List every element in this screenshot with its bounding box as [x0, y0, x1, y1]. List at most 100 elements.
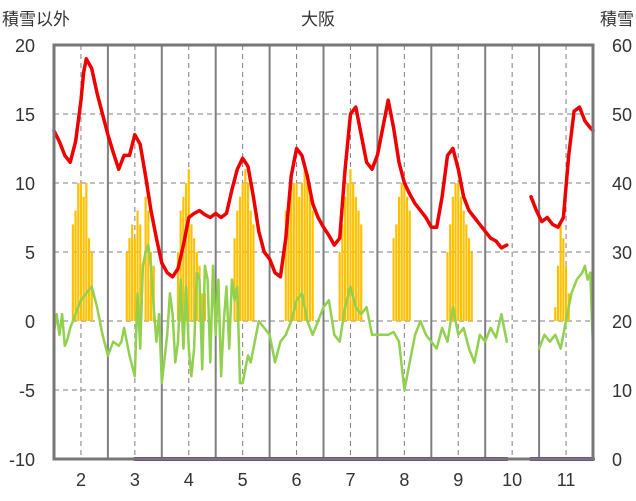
snow-bar-4-56: [360, 224, 363, 321]
snow-bar-4-11: [133, 238, 136, 321]
plot-frame: [52, 43, 595, 461]
snow-bar-4-66: [451, 196, 454, 321]
snow-bar-4-34: [246, 183, 250, 321]
snow-bar-4-55: [357, 210, 360, 321]
snow-bar-4-59: [397, 196, 401, 321]
snow-bar-4-29: [233, 238, 236, 321]
snow-bar-4-78: [564, 265, 568, 321]
snow-bar-4-57: [392, 238, 395, 321]
snow-bar-4-9: [128, 238, 131, 321]
snow-bar-4-50: [343, 196, 347, 321]
y-right-tick-label: 30: [612, 243, 632, 263]
red-series-line-0: [52, 57, 509, 279]
snow-bar-4-33: [244, 169, 247, 321]
snow-bar-4-36: [252, 224, 255, 321]
snow-bar-4-16: [149, 252, 153, 321]
snow-bar-4-65: [449, 224, 452, 321]
snow-bar-4-52: [349, 169, 352, 321]
snow-bar-4-23: [190, 224, 193, 321]
snow-bar-4-15: [147, 210, 150, 321]
snow-bar-4-58: [395, 224, 398, 321]
x-tick-label: 6: [292, 470, 302, 490]
snow-bar-4-38: [287, 196, 290, 321]
snow-bar-4-20: [182, 196, 185, 321]
snow-bar-4-30: [236, 210, 239, 321]
snow-bar-4-47: [311, 210, 314, 321]
x-tick-label: 5: [238, 470, 248, 490]
snow-bar-4-3: [79, 183, 83, 321]
y-right-tick-label: 40: [612, 174, 632, 194]
snow-bar-4-48: [338, 252, 341, 321]
y-right-tick-label: 0: [612, 450, 622, 470]
snow-bar-4-1: [74, 210, 77, 321]
snow-bar-4-67: [454, 183, 457, 321]
snow-bar-4-76: [559, 224, 562, 321]
green-series-line-2: [52, 243, 509, 392]
snow-bar-4-42: [298, 196, 301, 321]
snow-bar-4-61: [403, 183, 406, 321]
x-tick-label: 2: [76, 470, 86, 490]
snow-bar-4-75: [556, 265, 560, 321]
snow-bar-4-13: [139, 224, 142, 321]
y-axis-left-label: 積雪以外: [2, 10, 70, 29]
y-left-tick-label: 15: [15, 105, 35, 125]
snow-bar-4-2: [77, 183, 80, 321]
green-series-line-3: [537, 264, 595, 350]
snow-bar-4-6: [87, 238, 91, 321]
snow-bar-4-27: [201, 293, 204, 321]
snow-bar-4-24: [193, 238, 196, 321]
snow-bar-4-37: [284, 210, 287, 321]
snow-bar-4-41: [295, 183, 298, 321]
y-right-tick-label: 10: [612, 381, 632, 401]
snow-bar-4-46: [308, 196, 312, 321]
y-left-tick-label: 5: [25, 243, 35, 263]
tick-labels: -10 -5 0 5 10 15 20 0 10 20 30 40 50 60 2 3 4 5 6 7 8 9 10 11: [9, 36, 632, 490]
y-left-tick-label: 20: [15, 36, 35, 56]
y-left-tick-label: 0: [25, 312, 35, 332]
snow-bar-4-70: [462, 210, 465, 321]
snow-bar-4-39: [290, 183, 293, 321]
x-tick-label: 7: [345, 470, 355, 490]
snow-bar-4-64: [446, 252, 449, 321]
snow-bar-4-62: [405, 196, 409, 321]
x-tick-label: 9: [453, 470, 463, 490]
snow-bar-4-49: [341, 224, 344, 321]
x-tick-label: 10: [502, 470, 522, 490]
snow-bar-4-51: [346, 183, 349, 321]
snow-bar-4-43: [300, 183, 304, 321]
snow-bar-4-32: [241, 183, 244, 321]
snow-bar-4-21: [184, 183, 188, 321]
snow-bar-4-0: [71, 224, 74, 321]
red-series-line-1: [529, 105, 595, 229]
x-tick-label: 4: [184, 470, 194, 490]
x-tick-label: 3: [130, 470, 140, 490]
snow-bar-4-40: [292, 183, 295, 321]
snow-bar-4-22: [187, 169, 190, 321]
snow-bar-4-73: [470, 252, 473, 321]
snow-bar-4-53: [352, 183, 355, 321]
y-axis-right-label: 積雪: [600, 10, 634, 29]
y-right-tick-label: 20: [612, 312, 632, 332]
y-left-tick-label: -5: [19, 381, 35, 401]
snow-bar-4-71: [465, 224, 468, 321]
snow-bar-4-10: [131, 224, 134, 321]
snow-bar-4-60: [400, 183, 403, 321]
snow-bar-4-69: [459, 196, 463, 321]
snow-bar-4-5: [85, 183, 88, 321]
snow-bar-4-35: [249, 210, 252, 321]
snow-bar-4-12: [136, 210, 139, 321]
snow-bar-4-74: [554, 307, 557, 321]
snow-bar-4-18: [176, 252, 180, 321]
snow-bar-4-72: [467, 238, 471, 321]
snow-bar-4-14: [144, 196, 147, 321]
snow-bar-4-4: [82, 196, 85, 321]
x-tick-label: 8: [399, 470, 409, 490]
chart-title: 大阪: [301, 10, 335, 29]
snow-bar-4-77: [562, 238, 565, 321]
y-right-tick-label: 60: [612, 36, 632, 56]
snow-bar-4-19: [179, 210, 182, 321]
snow-bar-4-45: [306, 183, 309, 321]
plot-border: [52, 43, 595, 461]
